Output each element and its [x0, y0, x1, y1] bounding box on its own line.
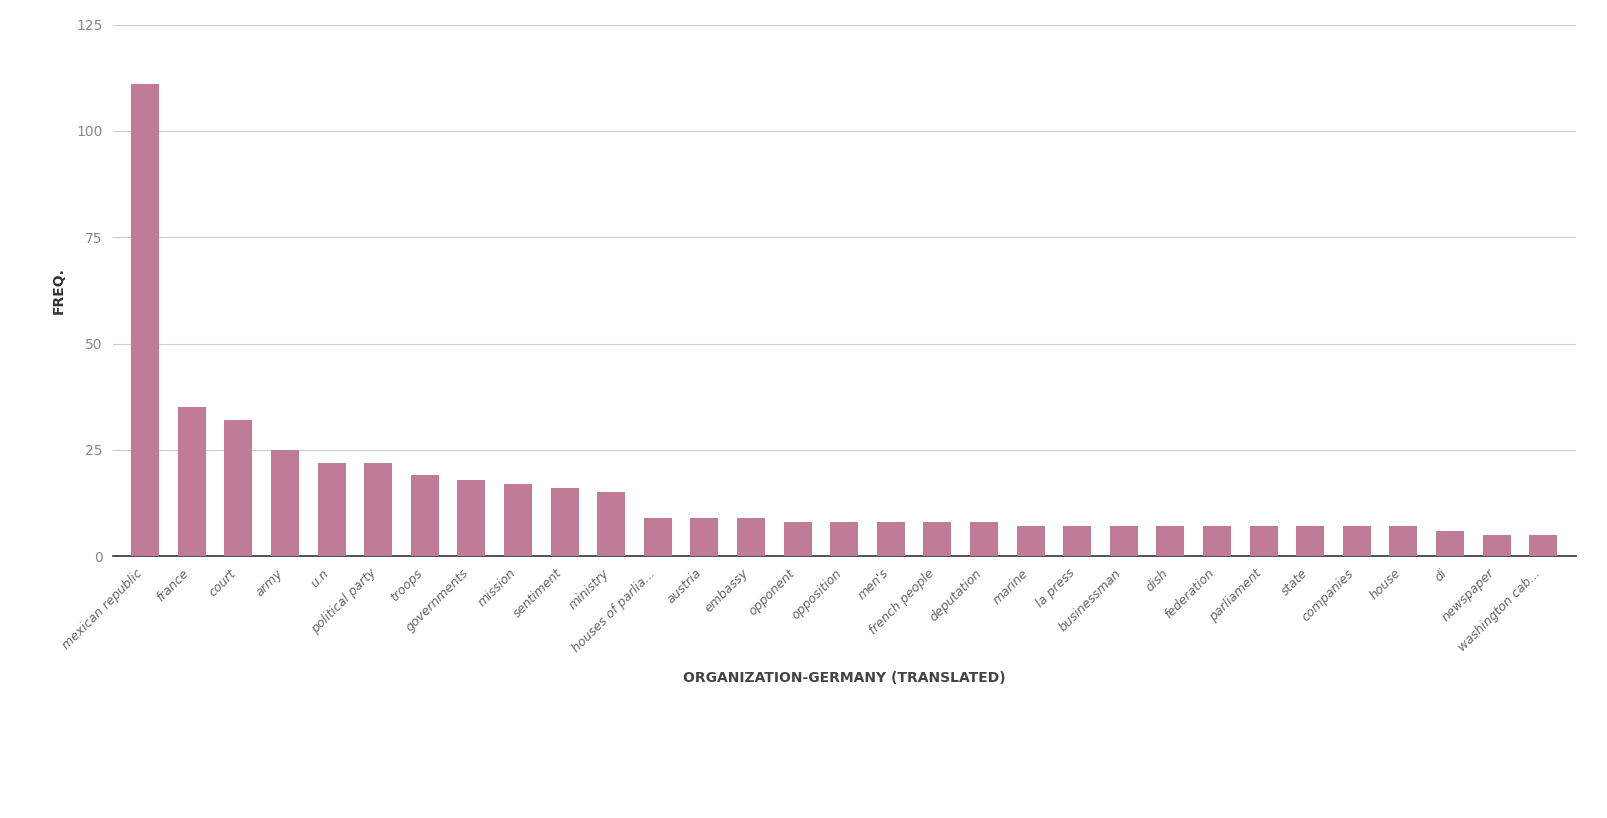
Bar	[1295, 527, 1324, 556]
Bar	[829, 522, 858, 556]
Bar	[503, 484, 532, 556]
X-axis label: ORGANIZATION-GERMANY (TRANSLATED): ORGANIZATION-GERMANY (TRANSLATED)	[683, 672, 1004, 685]
Bar	[318, 463, 346, 556]
Bar	[1528, 535, 1556, 556]
Bar	[178, 407, 206, 556]
Bar	[643, 518, 672, 556]
Bar	[596, 492, 625, 556]
Bar	[783, 522, 812, 556]
Bar	[922, 522, 951, 556]
Bar	[363, 463, 392, 556]
Bar	[1249, 527, 1278, 556]
Bar	[1155, 527, 1184, 556]
Bar	[1062, 527, 1091, 556]
Bar	[1388, 527, 1416, 556]
Bar	[410, 475, 439, 556]
Bar	[1202, 527, 1231, 556]
Bar	[272, 450, 299, 556]
Bar	[456, 479, 485, 556]
Bar	[876, 522, 905, 556]
Bar	[1016, 527, 1045, 556]
Bar	[1342, 527, 1369, 556]
Bar	[132, 84, 159, 556]
Y-axis label: FREQ.: FREQ.	[51, 267, 66, 314]
Bar	[1435, 531, 1462, 556]
Bar	[689, 518, 718, 556]
Bar	[1109, 527, 1138, 556]
Bar	[736, 518, 765, 556]
Bar	[550, 488, 579, 556]
Bar	[225, 420, 252, 556]
Bar	[969, 522, 998, 556]
Bar	[1482, 535, 1509, 556]
